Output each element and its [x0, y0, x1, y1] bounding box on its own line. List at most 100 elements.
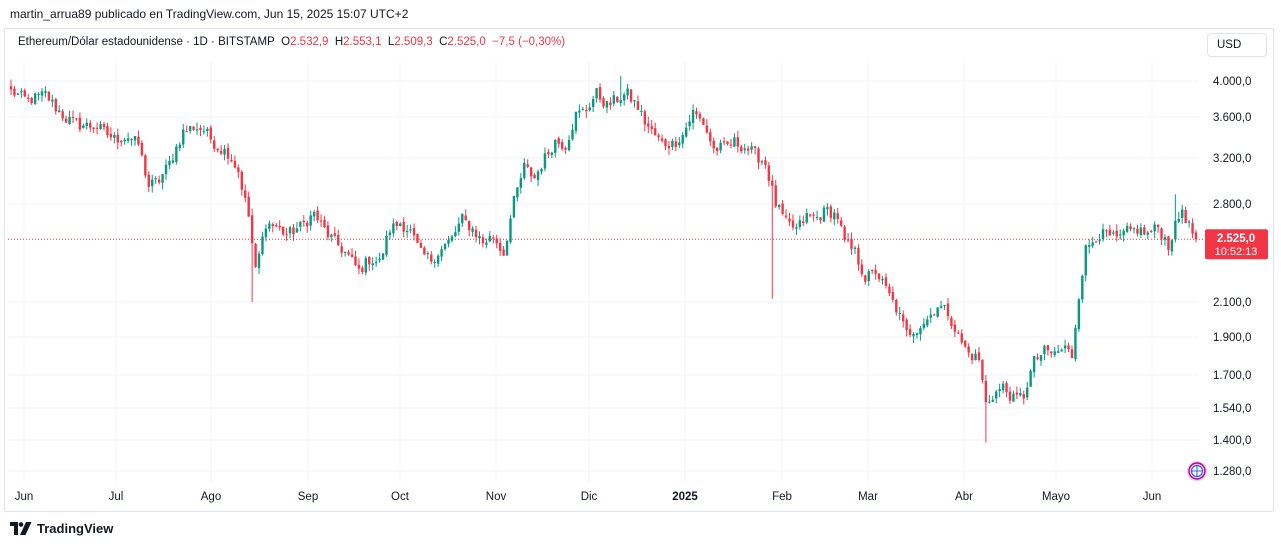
- candle: [932, 313, 936, 316]
- candle: [71, 110, 75, 124]
- legend-open: 2.532,9: [290, 36, 329, 48]
- candle: [805, 208, 808, 225]
- candle: [33, 92, 37, 106]
- candle: [178, 142, 181, 152]
- x-tick-label: Oct: [391, 491, 410, 503]
- candle: [543, 147, 547, 172]
- candle: [1060, 348, 1063, 352]
- candle: [560, 139, 564, 151]
- candle: [381, 252, 385, 261]
- candle: [795, 223, 798, 235]
- candle: [598, 83, 602, 103]
- candle: [392, 218, 395, 238]
- candle: [688, 114, 691, 131]
- candle: [967, 343, 970, 358]
- candle: [471, 226, 474, 237]
- legend-symbol: Ethereum/Dólar estadounidense · 1D · BIT…: [18, 36, 275, 48]
- candle: [970, 353, 974, 365]
- candle: [20, 88, 23, 99]
- candle: [519, 173, 523, 194]
- candle: [492, 235, 495, 244]
- x-axis: Jun Jul Ago Sep Oct Nov Dic 2025 Feb Mar Abr Mayo Ju…: [15, 491, 1162, 503]
- candle: [629, 89, 633, 104]
- candle: [1115, 224, 1118, 242]
- last-price-label: 2.525,010:52:13: [1205, 229, 1268, 260]
- legend-h-label: H: [334, 36, 344, 48]
- candle: [929, 307, 932, 323]
- candle: [850, 232, 853, 255]
- candle: [684, 122, 688, 138]
- candle: [1050, 351, 1053, 358]
- candle: [443, 242, 447, 251]
- candle: [219, 145, 223, 156]
- candle: [288, 226, 292, 239]
- candle: [647, 116, 650, 134]
- candle: [137, 130, 140, 147]
- candle: [113, 132, 116, 144]
- candle: [485, 238, 488, 249]
- currency-button[interactable]: USD: [1207, 33, 1267, 57]
- candle: [257, 251, 261, 275]
- candle: [536, 169, 540, 187]
- y-tick-label: 1.540,0: [1213, 403, 1251, 415]
- x-tick-label: Mayo: [1042, 491, 1070, 503]
- candle: [1036, 353, 1039, 361]
- candle: [1136, 224, 1139, 237]
- candle: [953, 319, 957, 338]
- candle: [233, 155, 237, 169]
- candle: [75, 118, 78, 121]
- candle: [905, 317, 908, 337]
- candle: [1008, 386, 1012, 404]
- footer-brand: TradingView: [37, 520, 114, 536]
- candle: [1177, 212, 1180, 223]
- legend-close: 2.525,0: [447, 36, 486, 48]
- candle: [1026, 382, 1029, 401]
- candle: [926, 315, 929, 328]
- candle: [722, 136, 726, 146]
- candle: [571, 123, 574, 141]
- footer: TradingView: [10, 519, 113, 537]
- candle: [581, 106, 585, 111]
- candle: [1125, 222, 1129, 233]
- candle: [278, 220, 281, 231]
- candle: [943, 304, 946, 310]
- candle: [144, 153, 147, 179]
- candles: [9, 75, 1198, 443]
- publisher-line: martin_arrua89 publicado en TradingView.…: [10, 7, 409, 21]
- legend-high: 2.553,1: [343, 36, 382, 48]
- candle: [285, 227, 288, 241]
- candle: [936, 306, 939, 318]
- candle: [1094, 240, 1098, 243]
- candle: [1029, 369, 1032, 387]
- globe-icon[interactable]: [1185, 459, 1209, 483]
- candle: [612, 91, 616, 107]
- y-tick-label: 2.100,0: [1213, 297, 1251, 309]
- candle: [502, 245, 505, 256]
- candle: [595, 87, 598, 103]
- candle: [409, 224, 412, 234]
- candle: [374, 256, 378, 267]
- candle: [1167, 235, 1170, 256]
- legend-low: 2.509,3: [394, 36, 433, 48]
- candle: [299, 220, 302, 232]
- candle: [1019, 387, 1022, 397]
- candle: [1170, 239, 1174, 256]
- candle: [957, 330, 960, 334]
- candle: [650, 119, 653, 135]
- candle: [264, 224, 268, 242]
- candle: [681, 132, 684, 149]
- candle: [671, 138, 674, 151]
- candle: [605, 100, 609, 113]
- candle: [1022, 390, 1025, 405]
- candle: [1129, 223, 1132, 232]
- candle: [781, 200, 784, 216]
- candle: [433, 259, 436, 268]
- candle: [151, 174, 154, 193]
- candle: [822, 205, 826, 223]
- candle: [192, 126, 195, 131]
- candle: [1163, 234, 1167, 246]
- candle: [1088, 239, 1091, 254]
- candle: [223, 144, 226, 161]
- candle: [371, 257, 374, 271]
